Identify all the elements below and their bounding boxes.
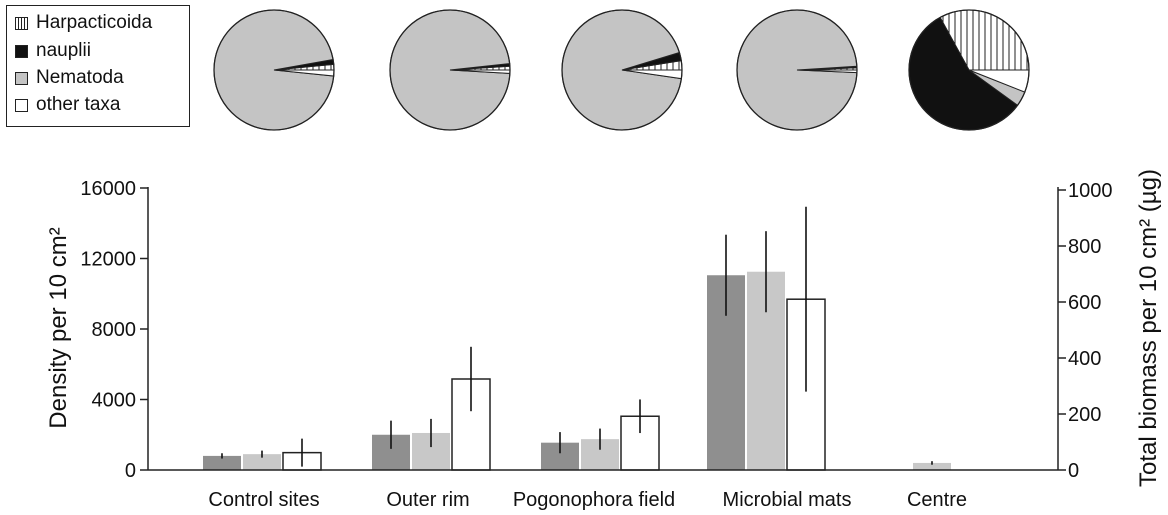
left-tick-label: 4000: [92, 390, 137, 412]
left-axis-title: Density per 10 cm²: [45, 227, 72, 428]
bars: [203, 271, 951, 471]
error-bars: [221, 206, 933, 467]
category-label: Outer rim: [386, 489, 469, 511]
right-tick-label: 600: [1068, 292, 1101, 314]
pie-outline: [213, 9, 335, 131]
pie-legend: Harpacticoida nauplii Nematoda other tax…: [6, 5, 190, 127]
legend-item-other-taxa: other taxa: [15, 93, 121, 117]
bar-centre-series-2: [913, 462, 951, 470]
axes: [147, 187, 1059, 471]
category-label: Centre: [907, 489, 967, 511]
left-tick-label: 0: [125, 460, 136, 482]
pie-outline: [736, 9, 858, 131]
right-tick-label: 200: [1068, 404, 1101, 426]
right-tick-label: 0: [1068, 460, 1079, 482]
legend-item-nematoda: Nematoda: [15, 66, 124, 90]
hatched-swatch-icon: [15, 16, 28, 30]
left-tick-label: 8000: [92, 319, 137, 341]
pie-charts: [213, 9, 1030, 131]
bar-control-sites-series-1: [203, 455, 241, 470]
right-tick-label: 1000: [1068, 180, 1113, 202]
right-axis-title: Total biomass per 10 cm² (µg): [1135, 169, 1162, 487]
legend-item-nauplii: nauplii: [15, 39, 91, 63]
legend-label-nematoda: Nematoda: [36, 67, 124, 88]
bar-control-sites-series-2: [243, 454, 281, 470]
pie-outline: [561, 9, 683, 131]
white-swatch-icon: [15, 98, 28, 112]
category-label: Control sites: [208, 489, 319, 511]
category-label: Pogonophora field: [513, 489, 675, 511]
category-label: Microbial mats: [723, 489, 852, 511]
category-labels: Control sites Outer rim Pogonophora field M…: [208, 489, 967, 511]
grey-swatch-icon: [15, 71, 28, 85]
legend-label-harpacticoida: Harpacticoida: [36, 12, 153, 33]
legend-item-harpacticoida: Harpacticoida: [15, 11, 152, 35]
right-tick-label: 800: [1068, 236, 1101, 258]
legend-label-nauplii: nauplii: [36, 40, 91, 61]
right-tick-label: 400: [1068, 348, 1101, 370]
legend-label-other-taxa: other taxa: [36, 94, 121, 115]
black-swatch-icon: [15, 44, 28, 58]
left-tick-label: 12000: [80, 249, 136, 271]
tick-labels: 0 4000 8000 12000 16000 0 200 400 600 800 1000: [80, 178, 1112, 482]
pie-outline: [908, 9, 1030, 131]
pie-outline: [389, 9, 511, 131]
left-tick-label: 16000: [80, 178, 136, 200]
